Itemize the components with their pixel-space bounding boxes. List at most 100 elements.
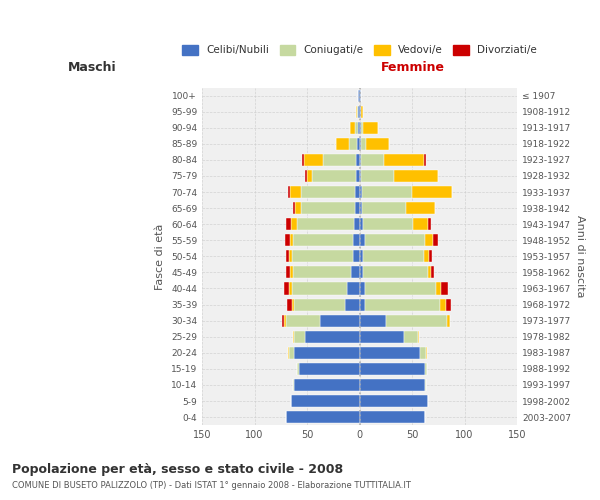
Bar xyxy=(424,154,425,166)
Bar xyxy=(413,218,428,230)
Bar xyxy=(282,314,284,326)
Bar xyxy=(296,218,354,230)
Bar xyxy=(293,330,295,342)
Bar xyxy=(351,266,359,278)
Bar xyxy=(288,186,290,198)
Bar xyxy=(394,170,438,182)
Bar xyxy=(296,363,299,375)
Bar xyxy=(290,234,293,246)
Bar xyxy=(359,379,425,391)
Bar xyxy=(292,282,347,294)
Bar xyxy=(359,218,362,230)
Bar xyxy=(289,250,292,262)
Bar xyxy=(299,363,359,375)
Bar xyxy=(383,154,424,166)
Bar xyxy=(355,122,358,134)
Bar xyxy=(295,347,359,359)
Bar xyxy=(428,266,431,278)
Bar xyxy=(386,314,446,326)
Bar xyxy=(412,186,452,198)
Bar xyxy=(358,138,359,150)
Bar xyxy=(359,106,361,118)
Bar xyxy=(359,266,362,278)
Bar xyxy=(304,154,323,166)
Bar xyxy=(425,363,427,375)
Bar xyxy=(295,330,305,342)
Bar xyxy=(442,282,448,294)
Bar xyxy=(305,170,307,182)
Bar xyxy=(345,298,359,310)
Bar xyxy=(301,186,355,198)
Bar xyxy=(359,395,428,407)
Bar xyxy=(362,186,412,198)
Bar xyxy=(361,122,362,134)
Bar xyxy=(289,347,295,359)
Bar xyxy=(355,186,359,198)
Bar xyxy=(359,347,421,359)
Bar xyxy=(349,138,358,150)
Bar xyxy=(358,106,359,118)
Bar xyxy=(347,282,359,294)
Bar xyxy=(418,330,419,342)
Bar xyxy=(323,154,356,166)
Bar xyxy=(356,106,358,118)
Bar xyxy=(350,122,355,134)
Bar xyxy=(284,282,289,294)
Bar xyxy=(354,218,359,230)
Bar xyxy=(440,298,446,310)
Bar xyxy=(286,411,359,423)
Bar xyxy=(290,266,293,278)
Bar xyxy=(285,234,290,246)
Text: COMUNE DI BUSETO PALIZZOLO (TP) - Dati ISTAT 1° gennaio 2008 - Elaborazione TUTT: COMUNE DI BUSETO PALIZZOLO (TP) - Dati I… xyxy=(12,481,411,490)
Bar xyxy=(290,186,301,198)
Bar xyxy=(365,298,440,310)
Bar xyxy=(353,250,359,262)
Bar xyxy=(301,202,355,214)
Bar xyxy=(293,379,295,391)
Bar xyxy=(356,154,359,166)
Bar xyxy=(353,234,359,246)
Bar xyxy=(361,170,394,182)
Bar xyxy=(421,347,425,359)
Bar xyxy=(286,314,320,326)
Bar xyxy=(291,218,296,230)
Bar xyxy=(428,218,431,230)
Bar xyxy=(365,234,425,246)
Bar xyxy=(362,202,406,214)
Bar xyxy=(292,250,353,262)
Bar xyxy=(295,379,359,391)
Y-axis label: Fasce di età: Fasce di età xyxy=(155,223,166,290)
Y-axis label: Anni di nascita: Anni di nascita xyxy=(575,215,585,298)
Bar xyxy=(359,170,361,182)
Bar xyxy=(292,298,295,310)
Bar xyxy=(446,314,450,326)
Bar xyxy=(359,314,386,326)
Bar xyxy=(293,202,295,214)
Bar xyxy=(312,170,356,182)
Bar xyxy=(305,330,359,342)
Bar xyxy=(286,218,291,230)
Bar xyxy=(359,186,362,198)
Bar xyxy=(359,363,425,375)
Bar xyxy=(293,234,353,246)
Bar xyxy=(291,395,359,407)
Bar xyxy=(286,250,289,262)
Bar xyxy=(361,154,383,166)
Bar xyxy=(404,330,418,342)
Bar xyxy=(288,347,289,359)
Bar xyxy=(436,282,442,294)
Bar xyxy=(362,250,424,262)
Bar xyxy=(358,90,359,102)
Bar xyxy=(446,298,451,310)
Bar xyxy=(286,266,290,278)
Bar xyxy=(359,202,362,214)
Bar xyxy=(359,282,365,294)
Bar xyxy=(359,411,425,423)
Bar xyxy=(425,347,427,359)
Bar xyxy=(359,250,362,262)
Bar xyxy=(358,122,359,134)
Bar xyxy=(362,266,428,278)
Legend: Celibi/Nubili, Coniugati/e, Vedovi/e, Divorziati/e: Celibi/Nubili, Coniugati/e, Vedovi/e, Di… xyxy=(179,42,540,58)
Bar xyxy=(361,138,366,150)
Bar xyxy=(284,314,286,326)
